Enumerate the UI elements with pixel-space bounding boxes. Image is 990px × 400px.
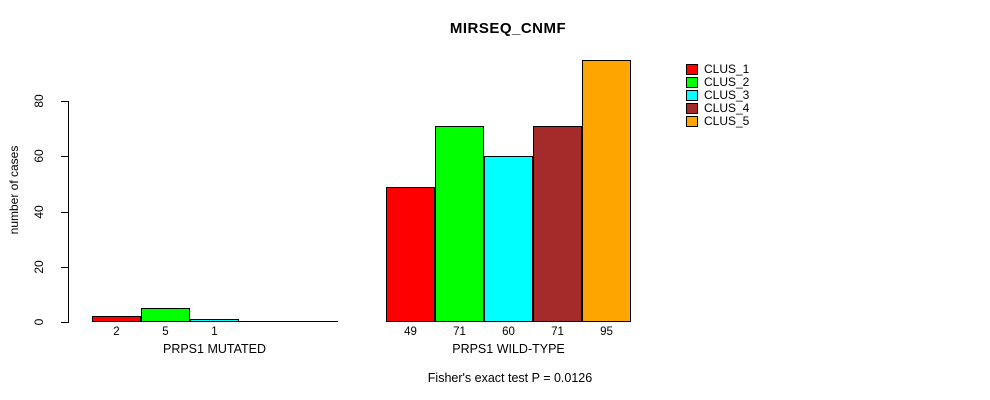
bar <box>141 308 190 322</box>
y-tick-mark <box>61 212 68 213</box>
bar <box>435 126 484 322</box>
y-axis-line <box>68 101 69 323</box>
legend-label: CLUS_5 <box>704 114 750 128</box>
legend-row: CLUS_5 <box>686 115 749 128</box>
y-tick-label: 80 <box>32 94 46 108</box>
bar <box>386 187 435 322</box>
group-axis-label: PRPS1 MUTATED <box>162 342 267 356</box>
legend: CLUS_1 CLUS_2 CLUS_3 CLUS_4 CLUS_5 <box>686 63 749 128</box>
footnote: Fisher's exact test P = 0.0126 <box>427 371 593 385</box>
bar <box>484 156 533 322</box>
y-tick-mark <box>61 101 68 102</box>
legend-row: CLUS_2 <box>686 76 749 89</box>
legend-swatch <box>686 77 698 88</box>
bar-value-label: 95 <box>600 326 613 338</box>
bar <box>582 60 631 322</box>
bar <box>92 316 141 322</box>
group-axis-label: PRPS1 WILD-TYPE <box>452 342 565 356</box>
chart-title: MIRSEQ_CNMF <box>449 20 567 37</box>
legend-label: CLUS_3 <box>704 88 750 102</box>
bar-value-label: 71 <box>453 326 466 338</box>
y-tick-label: 40 <box>32 205 46 219</box>
legend-row: CLUS_1 <box>686 63 749 76</box>
legend-swatch <box>686 64 698 75</box>
y-tick-mark <box>61 322 68 323</box>
legend-row: CLUS_4 <box>686 102 749 115</box>
y-axis-label: number of cases <box>7 145 21 235</box>
y-tick-label: 0 <box>32 318 46 326</box>
bar <box>190 319 239 322</box>
legend-swatch <box>686 90 698 101</box>
y-tick-label: 20 <box>32 260 46 274</box>
legend-label: CLUS_1 <box>704 62 750 76</box>
bar-value-label: 1 <box>211 326 218 338</box>
bar-value-label: 60 <box>502 326 515 338</box>
legend-label: CLUS_2 <box>704 75 750 89</box>
y-tick-mark <box>61 156 68 157</box>
legend-row: CLUS_3 <box>686 89 749 102</box>
bar <box>533 126 582 322</box>
y-tick-label: 60 <box>32 149 46 163</box>
zero-height-bar <box>288 321 338 322</box>
legend-swatch <box>686 116 698 127</box>
bar-value-label: 49 <box>404 326 417 338</box>
bar-value-label: 5 <box>162 326 169 338</box>
zero-height-bar <box>239 321 289 322</box>
legend-swatch <box>686 103 698 114</box>
y-tick-mark <box>61 267 68 268</box>
bar-value-label: 2 <box>113 326 120 338</box>
legend-label: CLUS_4 <box>704 101 750 115</box>
bar-value-label: 71 <box>551 326 564 338</box>
